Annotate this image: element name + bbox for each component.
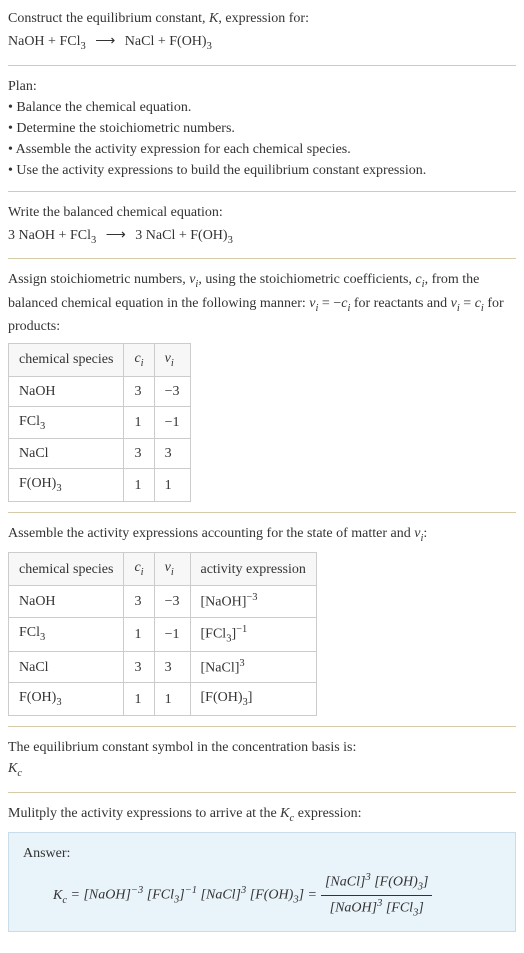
symbol-block: The equilibrium constant symbol in the c… bbox=[8, 737, 516, 782]
header-equation: NaOH + FCl3 ⟶ NaCl + F(OH)3 bbox=[8, 31, 516, 55]
table-row: FCl31−1[FCl3]−1 bbox=[9, 617, 317, 651]
balanced-title: Write the balanced chemical equation: bbox=[8, 202, 516, 223]
activity-intro: Assemble the activity expressions accoun… bbox=[8, 523, 516, 547]
stoich-table: chemical species ci νi NaOH3−3 FCl31−1 N… bbox=[8, 343, 191, 502]
balanced-equation: 3 NaOH + FCl3 ⟶ 3 NaCl + F(OH)3 bbox=[8, 225, 516, 249]
table-header-row: chemical species ci νi bbox=[9, 344, 191, 377]
plan-item: • Balance the chemical equation. bbox=[8, 97, 516, 118]
balanced-block: Write the balanced chemical equation: 3 … bbox=[8, 202, 516, 249]
symbol-line2: Kc bbox=[8, 758, 516, 782]
divider bbox=[8, 65, 516, 66]
activity-block: Assemble the activity expressions accoun… bbox=[8, 523, 516, 716]
fraction-denominator: [NaOH]3 [FCl3] bbox=[326, 896, 428, 921]
divider bbox=[8, 512, 516, 513]
table-row: F(OH)311 bbox=[9, 469, 191, 502]
plan-block: Plan: • Balance the chemical equation. •… bbox=[8, 76, 516, 181]
col-header: ci bbox=[124, 344, 154, 377]
col-header: νi bbox=[154, 553, 190, 586]
plan-item: • Determine the stoichiometric numbers. bbox=[8, 118, 516, 139]
table-header-row: chemical species ci νi activity expressi… bbox=[9, 553, 317, 586]
answer-box: Answer: Kc = [NaOH]−3 [FCl3]−1 [NaCl]3 [… bbox=[8, 832, 516, 932]
fraction-numerator: [NaCl]3 [F(OH)3] bbox=[321, 870, 432, 895]
activity-table: chemical species ci νi activity expressi… bbox=[8, 552, 317, 716]
multiply-line: Mulitply the activity expressions to arr… bbox=[8, 803, 516, 827]
col-header: νi bbox=[154, 344, 190, 377]
divider bbox=[8, 726, 516, 727]
divider bbox=[8, 792, 516, 793]
stoich-intro: Assign stoichiometric numbers, νi, using… bbox=[8, 269, 516, 337]
table-row: FCl31−1 bbox=[9, 406, 191, 439]
col-header: ci bbox=[124, 553, 154, 586]
answer-label: Answer: bbox=[23, 843, 501, 864]
table-row: F(OH)311[F(OH)3] bbox=[9, 683, 317, 716]
divider bbox=[8, 191, 516, 192]
col-header: activity expression bbox=[190, 553, 316, 586]
answer-fraction: [NaCl]3 [F(OH)3] [NaOH]3 [FCl3] bbox=[321, 870, 432, 921]
table-row: NaOH3−3 bbox=[9, 376, 191, 406]
divider bbox=[8, 258, 516, 259]
table-row: NaCl33[NaCl]3 bbox=[9, 651, 317, 683]
table-row: NaCl33 bbox=[9, 439, 191, 469]
plan-item: • Use the activity expressions to build … bbox=[8, 160, 516, 181]
stoich-block: Assign stoichiometric numbers, νi, using… bbox=[8, 269, 516, 502]
col-header: chemical species bbox=[9, 553, 124, 586]
header-line1: Construct the equilibrium constant, K, e… bbox=[8, 8, 516, 29]
answer-lhs: Kc = [NaOH]−3 [FCl3]−1 [NaCl]3 [F(OH)3] … bbox=[53, 883, 317, 908]
multiply-block: Mulitply the activity expressions to arr… bbox=[8, 803, 516, 827]
plan-item: • Assemble the activity expression for e… bbox=[8, 139, 516, 160]
col-header: chemical species bbox=[9, 344, 124, 377]
plan-title: Plan: bbox=[8, 76, 516, 97]
header-block: Construct the equilibrium constant, K, e… bbox=[8, 8, 516, 55]
table-row: NaOH3−3[NaOH]−3 bbox=[9, 585, 317, 617]
answer-expression: Kc = [NaOH]−3 [FCl3]−1 [NaCl]3 [F(OH)3] … bbox=[23, 870, 501, 921]
symbol-line1: The equilibrium constant symbol in the c… bbox=[8, 737, 516, 758]
